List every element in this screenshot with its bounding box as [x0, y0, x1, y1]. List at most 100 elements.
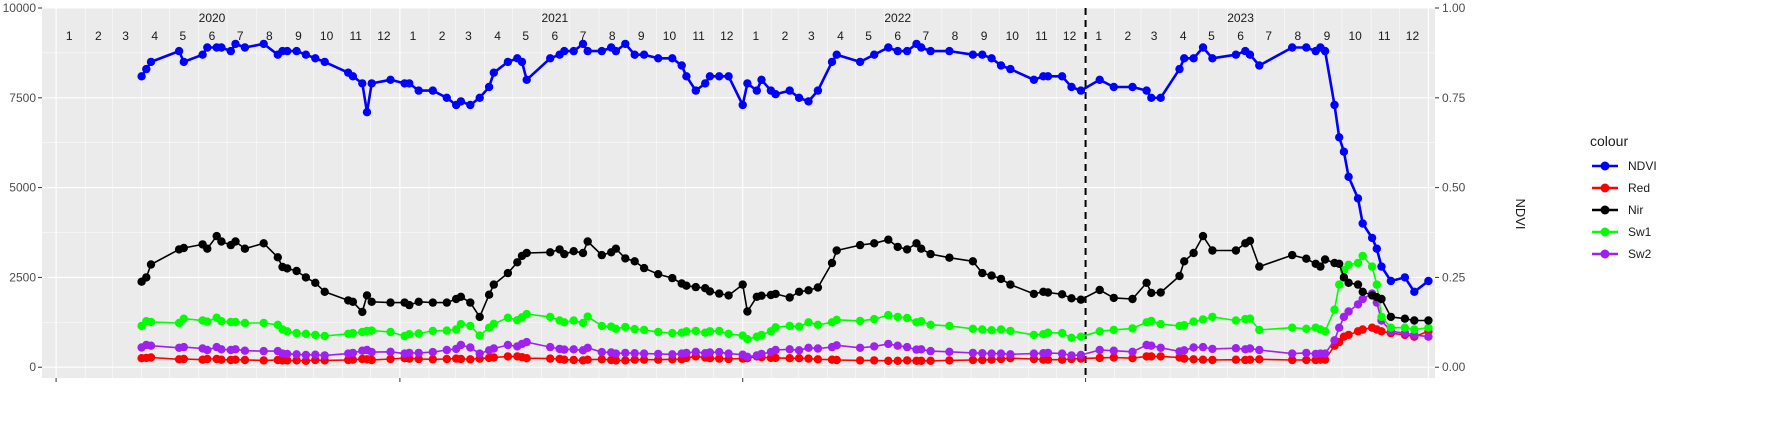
month-label: 8	[1295, 29, 1302, 43]
data-point-ndvi	[475, 93, 484, 103]
data-point-ndvi	[1424, 276, 1433, 286]
data-point-sw1	[452, 325, 461, 334]
data-point-sw2	[560, 345, 569, 354]
data-point-sw2	[466, 343, 475, 352]
data-point-sw1	[1288, 323, 1297, 332]
data-point-ndvi	[1043, 72, 1053, 81]
month-label: 11	[1035, 29, 1048, 43]
data-point-ndvi	[203, 43, 212, 52]
data-point-sw2	[902, 342, 912, 352]
data-point-nir	[259, 239, 268, 248]
data-point-sw1	[292, 328, 301, 338]
data-point-nir	[475, 312, 484, 322]
data-point-sw1	[813, 320, 823, 329]
data-point-sw1	[978, 325, 987, 334]
data-point-sw2	[1255, 345, 1264, 355]
data-point-nir	[902, 245, 912, 254]
data-point-sw2	[583, 343, 592, 352]
month-label: 11	[692, 29, 705, 43]
data-point-sw1	[386, 327, 395, 337]
data-point-sw1	[893, 312, 902, 322]
year-label: 2021	[542, 11, 569, 25]
data-point-sw1	[902, 313, 912, 323]
data-point-ndvi	[1156, 93, 1165, 103]
data-point-sw1	[1245, 314, 1255, 323]
data-point-nir	[827, 258, 837, 268]
data-point-sw1	[785, 321, 794, 331]
data-point-nir	[546, 248, 555, 257]
data-point-ndvi	[757, 75, 766, 85]
data-point-sw2	[1358, 294, 1367, 304]
data-point-sw2	[724, 349, 733, 358]
data-point-sw2	[546, 342, 555, 352]
data-point-sw1	[1320, 327, 1330, 336]
data-point-sw1	[231, 317, 240, 327]
data-point-red	[1198, 355, 1208, 364]
data-point-sw1	[1043, 328, 1053, 337]
data-point-sw1	[1076, 332, 1086, 341]
data-point-sw2	[1043, 348, 1053, 358]
data-point-red	[1231, 355, 1241, 364]
year-label: 2023	[1227, 11, 1254, 25]
data-point-ndvi	[1288, 43, 1297, 52]
data-point-ndvi	[226, 46, 235, 56]
data-point-sw1	[503, 313, 513, 322]
data-point-nir	[466, 298, 475, 307]
data-point-nir	[283, 264, 292, 273]
legend-label: Nir	[1628, 203, 1643, 217]
data-point-sw2	[668, 350, 677, 359]
data-point-ndvi	[682, 72, 691, 81]
data-point-nir	[743, 307, 752, 316]
data-point-ndvi	[1142, 86, 1151, 95]
data-point-sw1	[715, 326, 724, 336]
data-point-ndvi	[259, 39, 268, 49]
data-point-sw2	[917, 345, 926, 354]
data-point-nir	[348, 297, 358, 306]
month-label: 6	[894, 29, 901, 43]
data-point-sw1	[1358, 251, 1367, 261]
data-point-nir	[1057, 290, 1067, 299]
data-point-ndvi	[813, 86, 823, 95]
right-tick-label: 1.00	[1442, 1, 1466, 15]
data-point-sw2	[1353, 300, 1363, 309]
data-point-red	[1245, 355, 1255, 364]
data-point-ndvi	[926, 46, 935, 56]
data-point-sw1	[179, 314, 188, 323]
month-label: 12	[1063, 29, 1077, 43]
data-point-sw2	[804, 343, 813, 352]
year-label: 2020	[199, 11, 226, 25]
data-point-ndvi	[198, 50, 207, 59]
data-point-nir	[926, 249, 935, 259]
data-point-sw1	[794, 322, 804, 331]
data-point-ndvi	[715, 72, 724, 81]
data-point-red	[259, 356, 268, 365]
data-point-nir	[1043, 288, 1053, 297]
data-point-red	[978, 355, 987, 365]
right-tick-label: 0.50	[1442, 181, 1466, 195]
data-point-red	[654, 355, 663, 364]
left-tick-label: 10000	[3, 1, 37, 15]
right-tick-label: 0.25	[1442, 270, 1466, 284]
data-point-ndvi	[489, 68, 498, 77]
data-point-nir	[292, 266, 301, 276]
data-point-sw2	[1339, 312, 1349, 322]
data-point-red	[367, 355, 376, 365]
data-point-sw1	[1208, 312, 1217, 322]
data-point-sw1	[1057, 328, 1067, 338]
data-point-sw2	[522, 337, 531, 347]
data-point-nir	[1344, 278, 1353, 287]
data-point-red	[428, 355, 437, 364]
data-point-red	[1255, 355, 1264, 364]
data-point-nir	[1175, 271, 1184, 281]
data-point-red	[1320, 355, 1330, 364]
data-point-nir	[1208, 246, 1217, 255]
data-point-ndvi	[292, 46, 301, 56]
data-point-ndvi	[1208, 54, 1217, 63]
data-point-ndvi	[771, 90, 780, 99]
month-label: 1	[66, 29, 73, 43]
data-point-ndvi	[1330, 100, 1339, 110]
data-point-nir	[1316, 262, 1325, 271]
data-point-red	[1109, 353, 1119, 362]
data-point-red	[231, 355, 240, 364]
data-point-ndvi	[503, 57, 513, 67]
